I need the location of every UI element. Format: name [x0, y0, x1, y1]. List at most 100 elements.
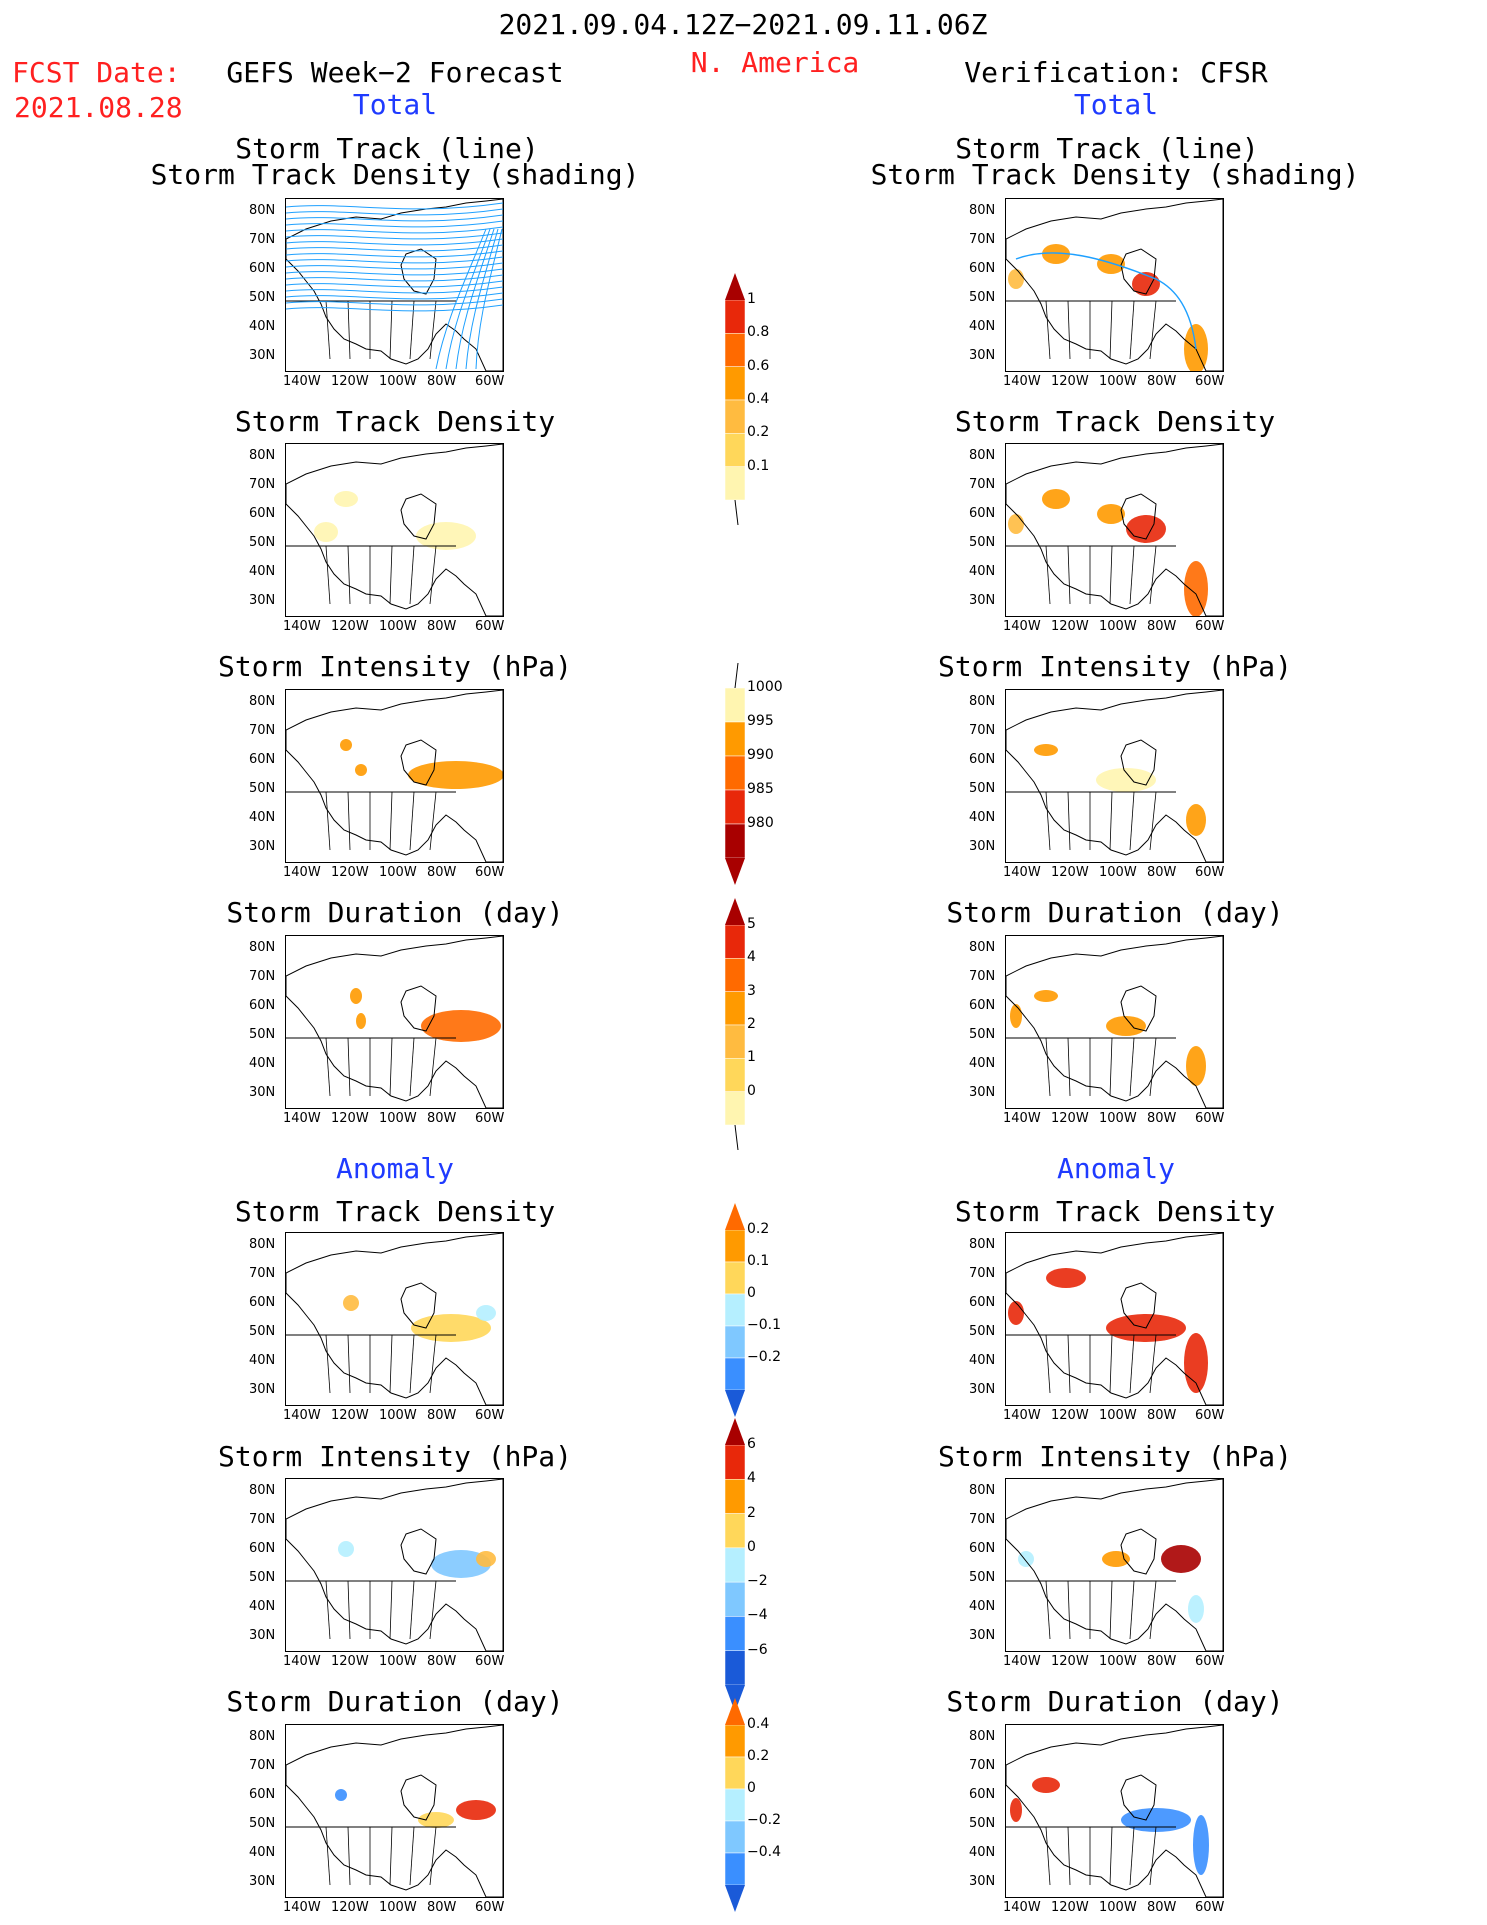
lat-label: 80N	[969, 1483, 996, 1498]
left-track-shading-title: Storm Track Density (shading)	[150, 158, 640, 191]
colorbar-tick-label: −0.2	[747, 1812, 781, 1828]
lat-label: 80N	[249, 448, 276, 463]
lon-label: 120W	[1051, 374, 1089, 389]
lon-label: 100W	[1099, 619, 1137, 634]
colorbar-tick-label: 0.4	[747, 1716, 770, 1732]
duration-total-colorbar	[724, 898, 746, 1151]
forecast-adens-map	[285, 1232, 504, 1406]
lat-label: 50N	[249, 290, 276, 305]
lat-label: 30N	[969, 839, 996, 854]
lat-label: 30N	[969, 1085, 996, 1100]
left-column-title: GEFS Week−2 Forecast	[226, 56, 564, 89]
colorbar-tick-label: 985	[747, 781, 774, 797]
lon-label: 60W	[475, 865, 505, 880]
lat-label: 40N	[969, 319, 996, 334]
lon-label: 80W	[1147, 619, 1177, 634]
verification-adens-map	[1005, 1232, 1224, 1406]
lon-label: 100W	[1099, 1408, 1137, 1423]
lon-label: 100W	[1099, 1111, 1137, 1126]
lat-label: 30N	[249, 1874, 276, 1889]
lat-label: 60N	[969, 261, 996, 276]
lon-label: 80W	[427, 865, 457, 880]
lat-label: 60N	[249, 506, 276, 521]
density-anom-colorbar	[724, 1203, 746, 1417]
lat-label: 40N	[249, 1599, 276, 1614]
lon-label: 140W	[1003, 1654, 1041, 1669]
lon-label: 60W	[475, 1111, 505, 1126]
lat-label: 70N	[969, 969, 996, 984]
colorbar-tick-label: 995	[747, 713, 774, 729]
lon-label: 80W	[427, 1111, 457, 1126]
right-anom-duration-title: Storm Duration (day)	[946, 1685, 1284, 1718]
lon-label: 120W	[331, 1408, 369, 1423]
lon-label: 60W	[1195, 1654, 1225, 1669]
lon-label: 120W	[331, 865, 369, 880]
valid-period: 2021.09.04.12Z−2021.09.11.06Z	[498, 8, 988, 41]
colorbar-tick-label: 0	[747, 1538, 756, 1555]
lat-label: 40N	[249, 564, 276, 579]
lat-label: 30N	[249, 1085, 276, 1100]
lat-label: 80N	[969, 694, 996, 709]
lon-label: 80W	[1147, 1111, 1177, 1126]
lat-label: 60N	[249, 1295, 276, 1310]
lat-label: 70N	[249, 232, 276, 247]
forecast-density-map	[285, 443, 504, 617]
colorbar-tick-label: 5	[747, 916, 756, 932]
lat-label: 70N	[969, 1512, 996, 1527]
colorbar-tick-label: 0.1	[747, 1253, 770, 1269]
colorbar-tick-label: 980	[747, 815, 774, 831]
lat-label: 50N	[969, 535, 996, 550]
lat-label: 50N	[249, 1324, 276, 1339]
intensity-anom-colorbar	[724, 1418, 746, 1712]
lat-label: 80N	[249, 1729, 276, 1744]
lon-label: 140W	[1003, 1900, 1041, 1915]
lat-label: 40N	[249, 810, 276, 825]
lon-label: 80W	[1147, 374, 1177, 389]
lon-label: 120W	[1051, 865, 1089, 880]
lon-label: 100W	[379, 1408, 417, 1423]
colorbar-tick-label: 0.1	[747, 457, 770, 474]
colorbar-tick-label: 0	[747, 1285, 756, 1301]
lon-label: 140W	[283, 619, 321, 634]
lon-label: 120W	[331, 1654, 369, 1669]
lon-label: 120W	[331, 1111, 369, 1126]
lon-label: 60W	[1195, 1408, 1225, 1423]
lat-label: 40N	[969, 810, 996, 825]
forecast-adur-map	[285, 1724, 504, 1898]
lat-label: 30N	[249, 593, 276, 608]
left-track-line-title: Storm Track (line)	[235, 132, 539, 165]
right-duration-title: Storm Duration (day)	[946, 896, 1284, 929]
left-total-heading: Total	[352, 88, 438, 121]
lon-label: 120W	[1051, 1900, 1089, 1915]
lat-label: 70N	[249, 477, 276, 492]
lon-label: 80W	[427, 1654, 457, 1669]
lat-label: 30N	[249, 839, 276, 854]
lat-label: 60N	[969, 1295, 996, 1310]
lon-label: 140W	[1003, 374, 1041, 389]
lat-label: 80N	[969, 448, 996, 463]
right-track-line-title: Storm Track (line)	[955, 132, 1259, 165]
lat-label: 40N	[249, 1845, 276, 1860]
colorbar-tick-label: 4	[747, 949, 756, 966]
lat-label: 50N	[969, 1027, 996, 1042]
colorbar-tick-label: 4	[747, 1470, 756, 1487]
colorbar-tick-label: 0.4	[747, 391, 770, 407]
colorbar-tick-label: 0	[747, 1082, 756, 1099]
lat-label: 70N	[969, 1266, 996, 1281]
forecast-track-map	[285, 198, 504, 372]
lat-label: 80N	[969, 940, 996, 955]
colorbar-tick-label: −0.1	[747, 1317, 781, 1333]
colorbar-tick-label: 0	[747, 1780, 756, 1796]
lat-label: 30N	[249, 348, 276, 363]
colorbar-tick-label: −0.2	[747, 1349, 781, 1365]
lat-label: 60N	[969, 1541, 996, 1556]
lat-label: 30N	[249, 1382, 276, 1397]
lon-label: 60W	[475, 1654, 505, 1669]
lon-label: 80W	[427, 619, 457, 634]
left-anom-duration-title: Storm Duration (day)	[226, 1685, 564, 1718]
right-anom-density-title: Storm Track Density	[954, 1195, 1276, 1228]
lat-label: 40N	[969, 1599, 996, 1614]
lat-label: 60N	[969, 752, 996, 767]
lon-label: 100W	[379, 619, 417, 634]
left-anom-intensity-title: Storm Intensity (hPa)	[217, 1440, 573, 1473]
